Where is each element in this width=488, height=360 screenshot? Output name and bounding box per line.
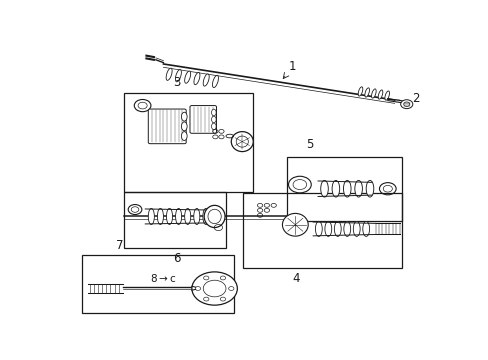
Ellipse shape <box>175 69 181 82</box>
Ellipse shape <box>184 71 190 83</box>
Ellipse shape <box>378 90 382 99</box>
Ellipse shape <box>184 208 190 225</box>
Ellipse shape <box>358 87 362 96</box>
Text: 8$\rightarrow$c: 8$\rightarrow$c <box>150 272 176 284</box>
Ellipse shape <box>148 208 154 225</box>
Ellipse shape <box>366 180 373 197</box>
Ellipse shape <box>354 180 362 197</box>
Ellipse shape <box>353 221 359 237</box>
Ellipse shape <box>384 91 389 100</box>
Ellipse shape <box>193 208 200 225</box>
Ellipse shape <box>203 74 209 86</box>
Bar <box>82 255 233 314</box>
Text: 1: 1 <box>288 60 295 73</box>
Ellipse shape <box>203 208 208 225</box>
Ellipse shape <box>181 122 187 131</box>
Ellipse shape <box>320 180 327 197</box>
Ellipse shape <box>343 221 350 237</box>
Circle shape <box>191 272 237 305</box>
Ellipse shape <box>194 72 200 85</box>
Ellipse shape <box>364 88 369 97</box>
Text: 2: 2 <box>411 92 418 105</box>
Ellipse shape <box>211 109 216 116</box>
Ellipse shape <box>324 221 331 237</box>
Text: 4: 4 <box>292 272 299 285</box>
Text: 7: 7 <box>116 239 123 252</box>
Ellipse shape <box>371 89 375 98</box>
Ellipse shape <box>166 208 172 225</box>
Bar <box>123 93 252 192</box>
Text: 3: 3 <box>173 76 180 89</box>
Ellipse shape <box>181 132 187 140</box>
Ellipse shape <box>166 68 172 80</box>
Ellipse shape <box>362 221 369 237</box>
Ellipse shape <box>157 208 163 225</box>
Ellipse shape <box>204 205 224 228</box>
Circle shape <box>400 100 412 109</box>
Ellipse shape <box>211 116 216 123</box>
Ellipse shape <box>334 221 341 237</box>
FancyBboxPatch shape <box>148 109 186 144</box>
Ellipse shape <box>315 221 322 237</box>
Text: 6: 6 <box>173 252 180 265</box>
Ellipse shape <box>181 112 187 121</box>
Ellipse shape <box>343 180 350 197</box>
FancyBboxPatch shape <box>189 105 216 133</box>
Ellipse shape <box>211 123 216 130</box>
Text: 5: 5 <box>305 138 312 151</box>
Ellipse shape <box>331 180 339 197</box>
Ellipse shape <box>175 208 181 225</box>
Ellipse shape <box>212 75 218 87</box>
Ellipse shape <box>282 213 307 236</box>
Bar <box>286 157 401 221</box>
Bar <box>123 192 225 248</box>
Ellipse shape <box>231 132 253 152</box>
Bar <box>243 193 401 268</box>
